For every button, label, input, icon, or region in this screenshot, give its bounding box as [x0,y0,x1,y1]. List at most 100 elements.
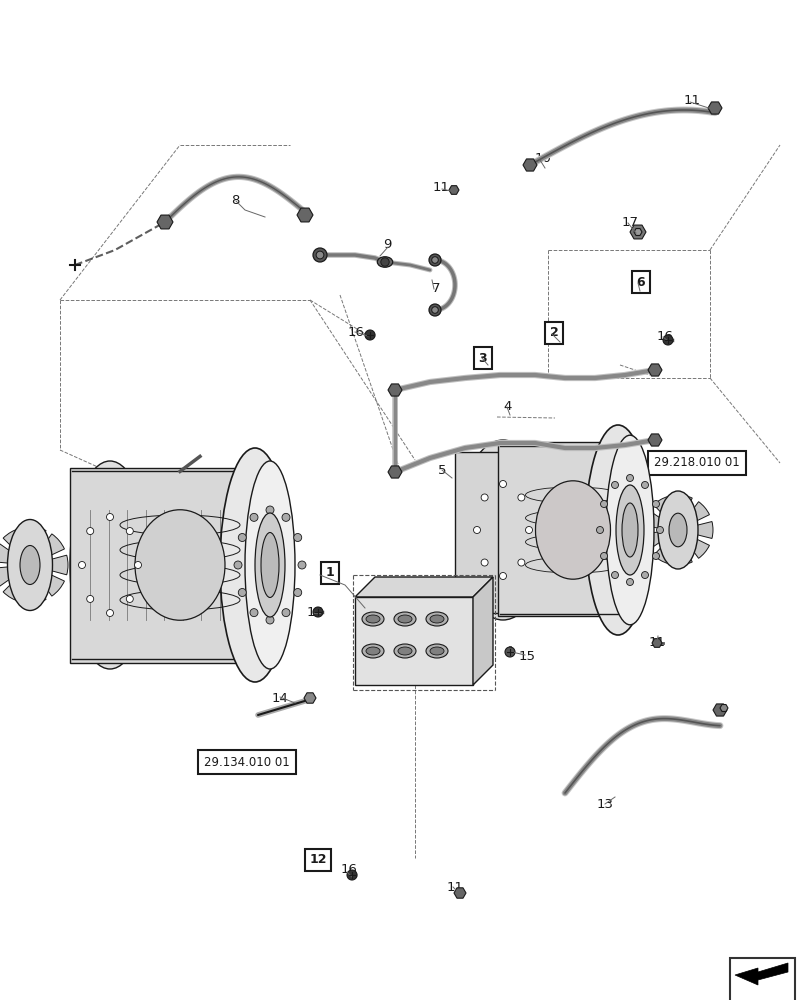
Ellipse shape [426,644,448,658]
Circle shape [79,562,85,568]
Ellipse shape [534,481,610,579]
Ellipse shape [585,425,650,635]
Polygon shape [297,208,312,222]
Wedge shape [642,510,677,530]
Ellipse shape [366,615,380,623]
Text: 11: 11 [648,636,665,650]
Ellipse shape [135,510,225,620]
Text: 10: 10 [534,152,551,165]
Ellipse shape [245,461,294,669]
Text: 16: 16 [347,326,364,338]
Circle shape [641,572,648,579]
Polygon shape [719,705,727,711]
Text: 16: 16 [307,605,323,618]
Circle shape [87,595,93,602]
Wedge shape [677,530,709,558]
Text: 9: 9 [382,238,391,251]
Circle shape [238,588,246,596]
Ellipse shape [393,612,415,626]
Text: 11: 11 [683,94,700,107]
FancyBboxPatch shape [70,468,250,662]
Ellipse shape [220,448,290,682]
Ellipse shape [255,513,285,617]
Circle shape [611,572,618,579]
Circle shape [294,588,302,596]
Circle shape [481,494,487,501]
Circle shape [281,513,290,521]
Circle shape [517,494,524,501]
FancyBboxPatch shape [497,442,607,616]
Wedge shape [653,496,677,530]
Circle shape [626,578,633,585]
Polygon shape [354,577,492,597]
Circle shape [312,248,327,262]
Text: 16: 16 [340,863,357,876]
Ellipse shape [430,647,444,655]
FancyBboxPatch shape [454,452,540,613]
Polygon shape [388,384,401,396]
Polygon shape [651,639,661,647]
Circle shape [135,562,141,568]
Circle shape [315,251,324,259]
Wedge shape [30,565,64,596]
Circle shape [473,526,480,534]
Circle shape [428,254,440,266]
Text: 16: 16 [656,330,672,344]
Wedge shape [653,530,677,564]
Text: 17: 17 [620,216,637,229]
Polygon shape [157,215,173,229]
Ellipse shape [457,440,547,620]
Ellipse shape [362,644,384,658]
Circle shape [504,647,514,657]
Text: 6: 6 [636,275,645,288]
Wedge shape [0,565,30,587]
Circle shape [346,870,357,880]
Circle shape [365,330,375,340]
Polygon shape [712,704,726,716]
Polygon shape [388,466,401,478]
Circle shape [499,572,506,580]
Ellipse shape [7,520,53,610]
Circle shape [127,595,133,602]
Polygon shape [473,577,492,685]
Text: 11: 11 [432,181,449,194]
Circle shape [281,609,290,617]
Circle shape [481,559,487,566]
Wedge shape [677,502,709,530]
Ellipse shape [430,615,444,623]
Polygon shape [647,364,661,376]
Wedge shape [27,565,46,603]
Ellipse shape [616,485,643,575]
Circle shape [250,609,258,617]
Text: 7: 7 [431,282,440,294]
Wedge shape [675,495,692,530]
Polygon shape [453,888,466,898]
Text: 4: 4 [503,400,512,414]
Ellipse shape [621,503,637,557]
Circle shape [298,561,306,569]
Circle shape [600,500,607,508]
Circle shape [626,475,633,482]
Circle shape [428,304,440,316]
Polygon shape [522,159,536,171]
Bar [729,958,794,1000]
Text: 5: 5 [437,464,446,477]
Circle shape [312,607,323,617]
Ellipse shape [20,546,40,584]
Polygon shape [303,693,315,703]
Circle shape [87,528,93,535]
Wedge shape [642,530,677,550]
Wedge shape [0,543,30,565]
Text: 14: 14 [271,692,288,704]
Ellipse shape [362,612,384,626]
Circle shape [499,481,506,488]
Text: 8: 8 [230,194,239,207]
Polygon shape [629,225,646,239]
Polygon shape [734,963,787,985]
Circle shape [106,514,114,520]
Ellipse shape [668,513,686,547]
Text: 1: 1 [325,566,334,580]
Ellipse shape [366,647,380,655]
Polygon shape [633,229,642,235]
Circle shape [431,307,438,313]
